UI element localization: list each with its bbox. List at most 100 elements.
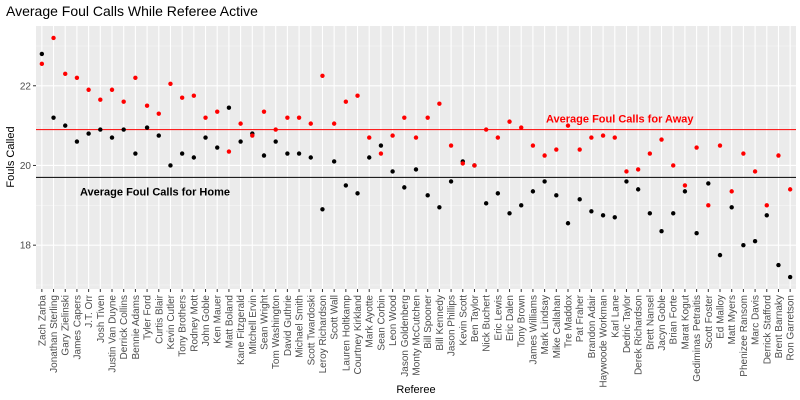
data-point-away: [495, 135, 501, 140]
x-tick-label: Jason Phillips: [447, 295, 458, 356]
data-point-home: [390, 169, 395, 174]
x-tick-label: Jonathan Sterling: [49, 295, 60, 373]
x-tick-label: Ken Mauer: [213, 294, 224, 344]
data-point-home: [671, 211, 676, 216]
reference-lines: Average Foul Calls for Away Average Foul …: [36, 114, 796, 198]
data-point-home: [565, 221, 571, 226]
data-point-home: [63, 123, 68, 128]
x-tick-label: Tyler Ford: [143, 295, 154, 340]
x-tick-label: Scott Foster: [704, 294, 715, 349]
x-tick-label: Scott Wall: [330, 295, 341, 340]
data-point-away: [764, 203, 769, 208]
data-point-home: [530, 189, 536, 194]
x-tick-label: David Guthrie: [283, 295, 294, 357]
data-point-away: [565, 123, 571, 128]
x-tick-label: Derrick Stafford: [762, 295, 773, 364]
data-point-home: [682, 189, 688, 194]
data-point-away: [378, 151, 384, 156]
data-point-away: [507, 119, 512, 124]
data-point-home: [179, 151, 185, 156]
data-point-away: [215, 109, 220, 114]
data-point-away: [448, 143, 454, 148]
grid: [36, 26, 796, 289]
data-point-home: [238, 139, 243, 144]
x-tick-label: Pat Fraher: [575, 294, 586, 342]
data-point-away: [671, 163, 676, 168]
data-point-home: [285, 151, 290, 156]
data-point-home: [144, 125, 150, 130]
data-point-away: [472, 163, 477, 168]
data-point-away: [787, 187, 793, 192]
data-point-home: [226, 105, 232, 110]
data-point-home: [133, 151, 138, 156]
data-point-home: [437, 205, 442, 210]
data-point-away: [752, 169, 758, 174]
data-point-away: [741, 151, 746, 156]
data-point-away: [191, 93, 197, 98]
x-tick-label: Scott Twardoski: [306, 295, 317, 365]
data-point-home: [86, 131, 91, 136]
y-axis-ticks: 18 20 22: [20, 81, 36, 252]
data-point-home: [191, 155, 197, 160]
data-point-away: [273, 127, 278, 132]
x-tick-label: Derrick Collins: [119, 295, 130, 359]
data-point-away: [63, 71, 68, 77]
x-tick-label: Kane Fitzgerald: [236, 295, 247, 365]
data-point-away: [355, 93, 360, 98]
x-tick-label: Bill Spooner: [423, 294, 434, 349]
x-tick-label: Marc Davis: [751, 295, 762, 345]
x-tick-label: James Williams: [528, 295, 539, 364]
x-axis-title: Referee: [396, 384, 435, 396]
x-tick-label: Matt Boland: [224, 295, 235, 348]
x-tick-label: Kevin Cutler: [166, 294, 177, 349]
data-point-away: [519, 125, 524, 130]
data-point-away: [203, 115, 208, 120]
data-point-away: [577, 147, 582, 152]
data-point-away: [133, 75, 138, 81]
data-point-home: [367, 155, 372, 160]
data-point-away: [717, 143, 723, 148]
data-point-home: [635, 187, 641, 192]
data-point-away: [367, 135, 372, 140]
data-point-home: [495, 191, 501, 196]
y-tick-label: 22: [20, 81, 32, 92]
x-tick-label: Brent Barnaky: [774, 295, 785, 358]
x-tick-label: Sean Corbin: [376, 295, 387, 351]
x-tick-label: Ed Malloy: [716, 295, 727, 339]
data-point-away: [437, 101, 442, 106]
x-tick-label: Monty McCutchen: [412, 295, 423, 376]
data-point-away: [390, 133, 395, 138]
data-point-home: [752, 238, 758, 244]
chart-title: Average Foul Calls While Referee Active: [6, 3, 258, 19]
x-tick-label: Mike Callahan: [552, 295, 563, 358]
data-point-home: [203, 135, 208, 140]
data-point-home: [402, 185, 407, 190]
data-point-away: [647, 151, 653, 156]
x-tick-label: Matt Myers: [727, 295, 738, 344]
x-tick-label: Bill Kennedy: [435, 295, 446, 351]
x-tick-label: Tony Brothers: [178, 295, 189, 357]
data-point-home: [706, 181, 711, 186]
data-point-home: [741, 242, 746, 248]
reference-line-label: Average Foul Calls for Home: [80, 186, 230, 198]
data-point-home: [425, 193, 430, 198]
x-tick-label: Lauren Holtkamp: [341, 295, 352, 372]
x-tick-label: Leroy Richardson: [318, 295, 329, 373]
x-tick-label: Brett Nansel: [645, 295, 656, 350]
data-point-away: [776, 153, 781, 158]
x-tick-label: Tom Washington: [271, 295, 282, 369]
data-point-away: [226, 149, 232, 154]
data-point-home: [507, 211, 512, 216]
data-point-away: [250, 133, 255, 138]
x-axis-ticks: Zach Zarba Jonathan Sterling Gary Zielinsk…: [37, 289, 797, 388]
data-point-home: [448, 179, 454, 184]
x-tick-label: J.T. Orr: [84, 294, 95, 327]
data-point-home: [717, 252, 723, 258]
x-tick-label: Tony Brown: [517, 295, 528, 347]
x-tick-label: Zach Zarba: [37, 295, 48, 347]
data-point-away: [694, 145, 699, 150]
x-tick-label: Haywoode Workman: [599, 295, 610, 388]
x-tick-label: Sean Wright: [260, 295, 271, 350]
x-tick-label: Bennie Adams: [131, 295, 142, 360]
data-point-away: [86, 87, 91, 92]
